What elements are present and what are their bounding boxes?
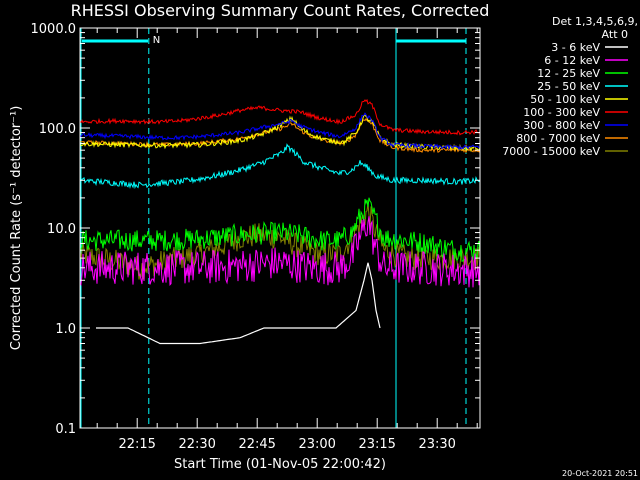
legend-item-label: 50 - 100 keV [530, 93, 600, 106]
x-axis-ticks: 22:15 22:30 22:45 23:00 23:15 23:30 [96, 28, 478, 452]
series-line [79, 143, 481, 190]
legend-item-label: 6 - 12 keV [544, 54, 600, 67]
series-line [79, 98, 481, 136]
night-marker-label: N [153, 35, 160, 46]
x-tick-label: 23:30 [418, 437, 455, 452]
legend-item-label: 25 - 50 keV [537, 80, 600, 93]
series-line [96, 262, 381, 345]
legend-header-line2: Att 0 [602, 28, 628, 41]
y-axis-ticks: 0.1 1.0 10.0 100.0 1000.0 [31, 22, 480, 437]
y-tick-label: 100.0 [39, 122, 76, 137]
y-axis-label: Corrected Count Rate (s⁻¹ detector⁻¹) [9, 106, 24, 351]
timestamp-label: 20-Oct-2021 20:51 [562, 469, 638, 478]
series-line [79, 112, 481, 151]
legend-item-label: 100 - 300 keV [523, 106, 600, 119]
chart-title: RHESSI Observing Summary Count Rates, Co… [71, 1, 490, 20]
y-tick-label: 10.0 [47, 222, 76, 237]
x-tick-label: 22:45 [238, 437, 275, 452]
series-line [79, 197, 481, 262]
legend-item-label: 3 - 6 keV [551, 41, 600, 54]
legend-item-label: 800 - 7000 keV [516, 132, 600, 145]
series-layer [79, 98, 481, 345]
y-tick-label: 1000.0 [31, 22, 77, 37]
series-line [79, 216, 481, 288]
series-line [79, 203, 481, 280]
marker-layer: N [80, 28, 467, 428]
y-tick-label: 0.1 [55, 422, 76, 437]
legend-header-line1: Det 1,3,4,5,6,9, [552, 15, 638, 28]
series-line [79, 117, 481, 154]
x-tick-label: 23:15 [358, 437, 395, 452]
legend-item-label: 12 - 25 keV [537, 67, 600, 80]
legend-item-label: 7000 - 15000 keV [502, 145, 600, 158]
x-tick-label: 22:15 [118, 437, 155, 452]
legend-item-label: 300 - 800 keV [523, 119, 600, 132]
x-tick-label: 23:00 [298, 437, 335, 452]
y-tick-label: 1.0 [55, 322, 76, 337]
x-tick-label: 22:30 [178, 437, 215, 452]
x-axis-label: Start Time (01-Nov-05 22:00:42) [174, 457, 386, 472]
